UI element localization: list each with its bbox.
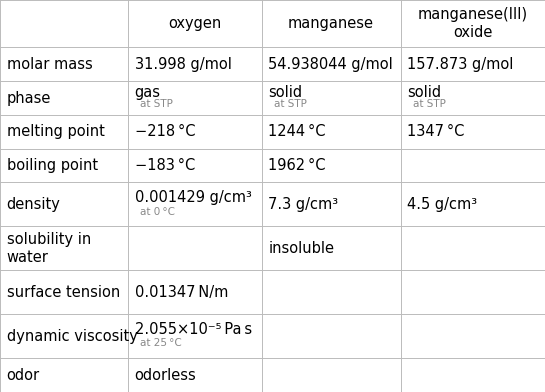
Text: 157.873 g/mol: 157.873 g/mol: [407, 57, 513, 72]
Text: gas: gas: [135, 85, 161, 100]
Text: manganese(III)
oxide: manganese(III) oxide: [417, 7, 528, 40]
Text: 1962 °C: 1962 °C: [268, 158, 326, 173]
Text: odorless: odorless: [135, 368, 196, 383]
Text: −183 °C: −183 °C: [135, 158, 195, 173]
Text: odor: odor: [7, 368, 40, 383]
Text: phase: phase: [7, 91, 51, 105]
Text: 31.998 g/mol: 31.998 g/mol: [135, 57, 232, 72]
Text: molar mass: molar mass: [7, 57, 92, 72]
Text: solid: solid: [268, 85, 302, 100]
Text: 0.001429 g/cm³: 0.001429 g/cm³: [135, 191, 251, 205]
Text: solid: solid: [407, 85, 441, 100]
Text: density: density: [7, 197, 60, 212]
Text: surface tension: surface tension: [7, 285, 120, 300]
Text: melting point: melting point: [7, 124, 105, 139]
Text: 1347 °C: 1347 °C: [407, 124, 464, 139]
Text: dynamic viscosity: dynamic viscosity: [7, 329, 137, 344]
Text: at 25 °C: at 25 °C: [140, 338, 182, 348]
Text: insoluble: insoluble: [268, 241, 334, 256]
Text: 2.055×10⁻⁵ Pa s: 2.055×10⁻⁵ Pa s: [135, 322, 252, 337]
Text: 54.938044 g/mol: 54.938044 g/mol: [268, 57, 393, 72]
Text: 0.01347 N/m: 0.01347 N/m: [135, 285, 228, 300]
Text: boiling point: boiling point: [7, 158, 98, 173]
Text: at STP: at STP: [140, 98, 173, 109]
Text: 7.3 g/cm³: 7.3 g/cm³: [268, 197, 338, 212]
Text: solubility in
water: solubility in water: [7, 232, 91, 265]
Text: −218 °C: −218 °C: [135, 124, 195, 139]
Text: at 0 °C: at 0 °C: [140, 207, 175, 217]
Text: manganese: manganese: [288, 16, 374, 31]
Text: 1244 °C: 1244 °C: [268, 124, 326, 139]
Text: at STP: at STP: [274, 98, 306, 109]
Text: oxygen: oxygen: [168, 16, 221, 31]
Text: at STP: at STP: [413, 98, 445, 109]
Text: 4.5 g/cm³: 4.5 g/cm³: [407, 197, 477, 212]
